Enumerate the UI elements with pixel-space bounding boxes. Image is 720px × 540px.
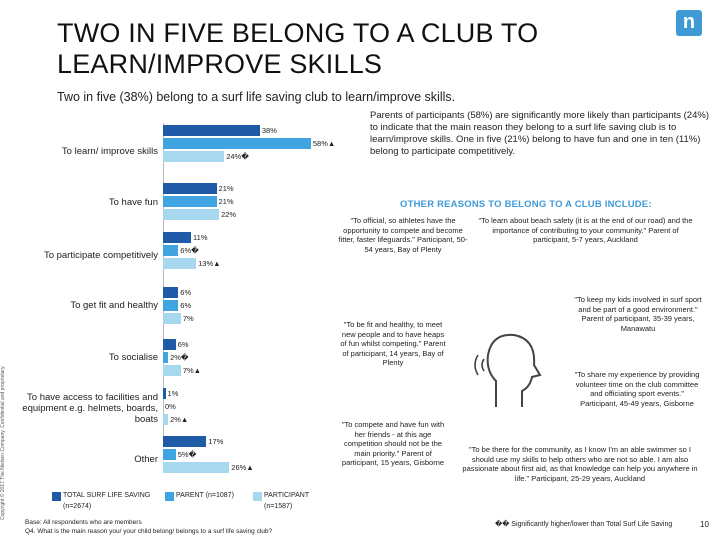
- data-label: 6%: [180, 288, 192, 297]
- category-label: To have fun: [108, 197, 158, 208]
- bar: [163, 209, 220, 220]
- data-label: 58%▲: [312, 139, 336, 148]
- page-number: 10: [700, 520, 709, 529]
- legend-participant-swatch: [253, 492, 262, 501]
- bar: [163, 339, 176, 350]
- data-label: 24%�: [226, 152, 249, 161]
- data-label: 7%▲: [182, 366, 202, 375]
- category-label: To have access to facilities and equipme…: [22, 392, 158, 425]
- quote-2: "To learn about beach safety (it is at t…: [478, 216, 693, 244]
- legend-total-swatch: [52, 492, 61, 501]
- subtitle: Two in five (38%) belong to a surf life …: [57, 90, 456, 104]
- quote-6: "To compete and have fun with her friend…: [341, 420, 445, 467]
- nielsen-logo: n: [676, 10, 702, 36]
- data-label: 0%: [165, 402, 176, 411]
- category-label: To learn/ improve skills: [61, 146, 158, 157]
- bar: [163, 287, 179, 298]
- bar: [163, 462, 230, 473]
- data-label: 11%: [193, 233, 208, 242]
- bar: [163, 388, 166, 399]
- bar: [163, 183, 217, 194]
- page-title: TWO IN FIVE BELONG TO A CLUB TO LEARN/IM…: [57, 18, 539, 79]
- data-label: 38%: [261, 126, 277, 135]
- bar: [163, 258, 197, 269]
- other-reasons-heading: OTHER REASONS TO BELONG TO A CLUB INCLUD…: [400, 199, 652, 210]
- bar: [163, 300, 179, 311]
- significance-note: �� Significantly higher/lower than Total…: [495, 521, 673, 528]
- bar: [163, 125, 260, 136]
- data-label: 6%�: [180, 246, 199, 255]
- bar: [163, 352, 169, 363]
- quote-4: "To be fit and healthy, to meet new peop…: [340, 320, 446, 367]
- bar: [163, 414, 169, 425]
- data-label: 21%: [218, 184, 234, 193]
- category-label: To get fit and healthy: [70, 300, 158, 311]
- data-label: 22%: [221, 210, 237, 219]
- bar: [163, 436, 207, 447]
- speaking-head-icon: [474, 333, 542, 407]
- legend-parent-swatch: [165, 492, 174, 501]
- data-label: 26%▲: [231, 463, 254, 472]
- chart-axis: [163, 123, 164, 441]
- category-label: To socialise: [108, 352, 158, 363]
- data-label: 6%: [180, 301, 192, 310]
- data-label: 2%▲: [170, 415, 189, 424]
- data-label: 21%: [218, 197, 234, 206]
- data-label: 7%: [182, 314, 194, 323]
- data-label: 13%▲: [198, 259, 221, 268]
- quote-1: "To official, so athletes have the oppor…: [338, 216, 468, 254]
- category-label: Other: [134, 454, 158, 465]
- copyright-sidebar: Copyright © 2017 The Nielsen Company. Co…: [0, 365, 6, 520]
- bar: [163, 232, 192, 243]
- bar: [163, 151, 225, 162]
- data-label: 6%: [177, 340, 189, 349]
- quote-5: "To share my experience by providing vol…: [574, 370, 700, 408]
- data-label: 17%: [208, 437, 224, 446]
- category-label: To participate competitively: [43, 250, 158, 261]
- quote-7: "To be there for the community, as I kno…: [462, 445, 698, 483]
- quote-3: "To keep my kids involved in surf sport …: [574, 295, 702, 333]
- bar: [163, 449, 176, 460]
- data-label: 2%�: [170, 353, 189, 362]
- base-note: Base: All respondents who are members Q4…: [25, 519, 273, 535]
- data-label: 1%: [167, 389, 179, 398]
- bar: [163, 138, 311, 149]
- data-label: 5%�: [177, 450, 197, 459]
- bar: [163, 196, 217, 207]
- bar: [163, 313, 181, 324]
- parents-insight: Parents of participants (58%) are signif…: [370, 110, 709, 157]
- bar: [163, 245, 179, 256]
- bar: [163, 365, 181, 376]
